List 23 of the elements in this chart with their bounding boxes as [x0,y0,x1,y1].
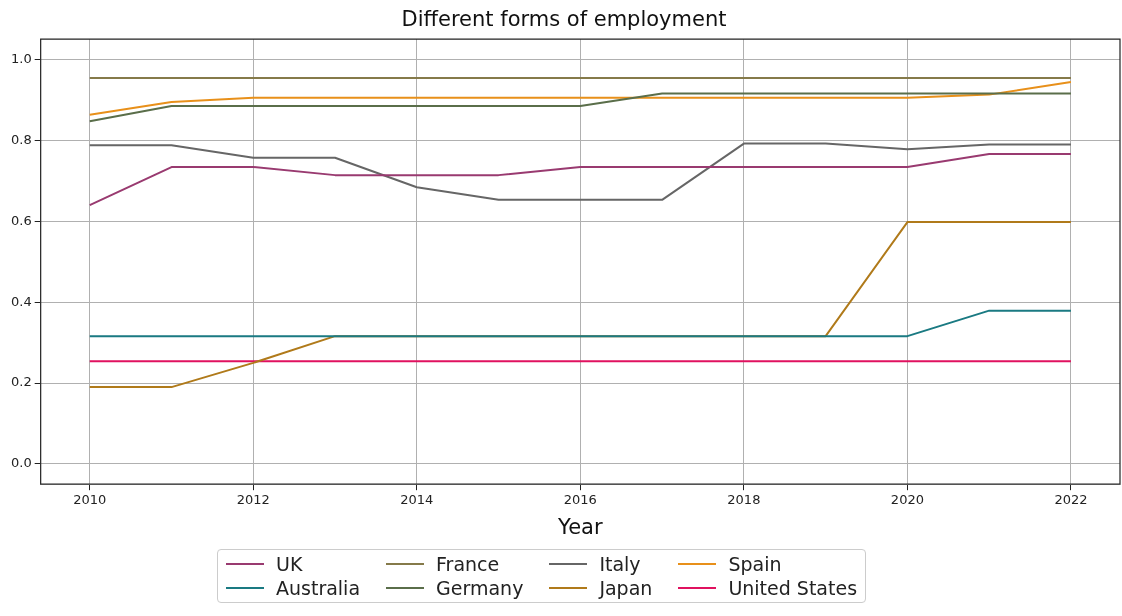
legend-label: France [436,553,500,575]
x-tick-label: 2018 [727,492,761,508]
x-tick-label: 2014 [400,492,434,508]
y-tick-label: 0.4 [10,293,32,309]
y-tick-label: 0.8 [10,131,32,147]
x-tick-label: 2020 [890,492,924,508]
legend-label: Italy [599,553,641,575]
legend-label: Spain [728,553,782,575]
y-tick-label: 0.0 [10,455,32,471]
y-tick-label: 0.6 [10,212,32,228]
x-tick-label: 2016 [563,492,597,508]
legend-label: United States [728,577,858,599]
x-axis-title: Year [557,514,603,539]
legend-label: Germany [436,577,524,599]
y-tick-label: 1.0 [10,50,32,66]
legend-label: Japan [599,577,653,599]
x-tick-label: 2010 [73,492,107,508]
y-tick-label: 0.2 [10,374,32,390]
x-tick-label: 2022 [1054,492,1088,508]
chart-title: Different forms of employment [401,7,727,32]
legend-label: UK [276,553,303,575]
x-tick-label: 2012 [236,492,270,508]
legend-label: Australia [276,577,361,599]
